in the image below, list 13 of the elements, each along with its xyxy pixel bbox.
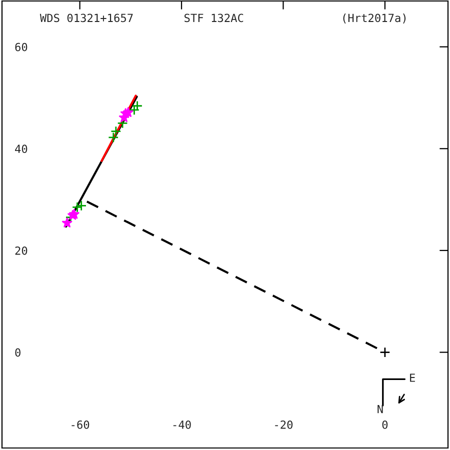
y-tick-label: 20 <box>15 246 28 255</box>
y-tick-label: 60 <box>15 42 28 52</box>
annotation: (Hrt2017a) <box>343 14 406 24</box>
y-tick-label: 0 <box>15 348 20 357</box>
x-tick-label: -60 <box>72 420 90 429</box>
y-tick-label: 40 <box>15 144 28 154</box>
annotation: E <box>410 374 415 382</box>
text: WDS 01321+1657 <box>40 14 133 22</box>
x-tick-label: -40 <box>173 420 191 429</box>
x-tick-label: 0 <box>382 420 388 429</box>
text: STF 132AC <box>184 14 244 22</box>
x-tick-label: -20 <box>275 420 293 429</box>
annotation: N <box>378 405 383 414</box>
